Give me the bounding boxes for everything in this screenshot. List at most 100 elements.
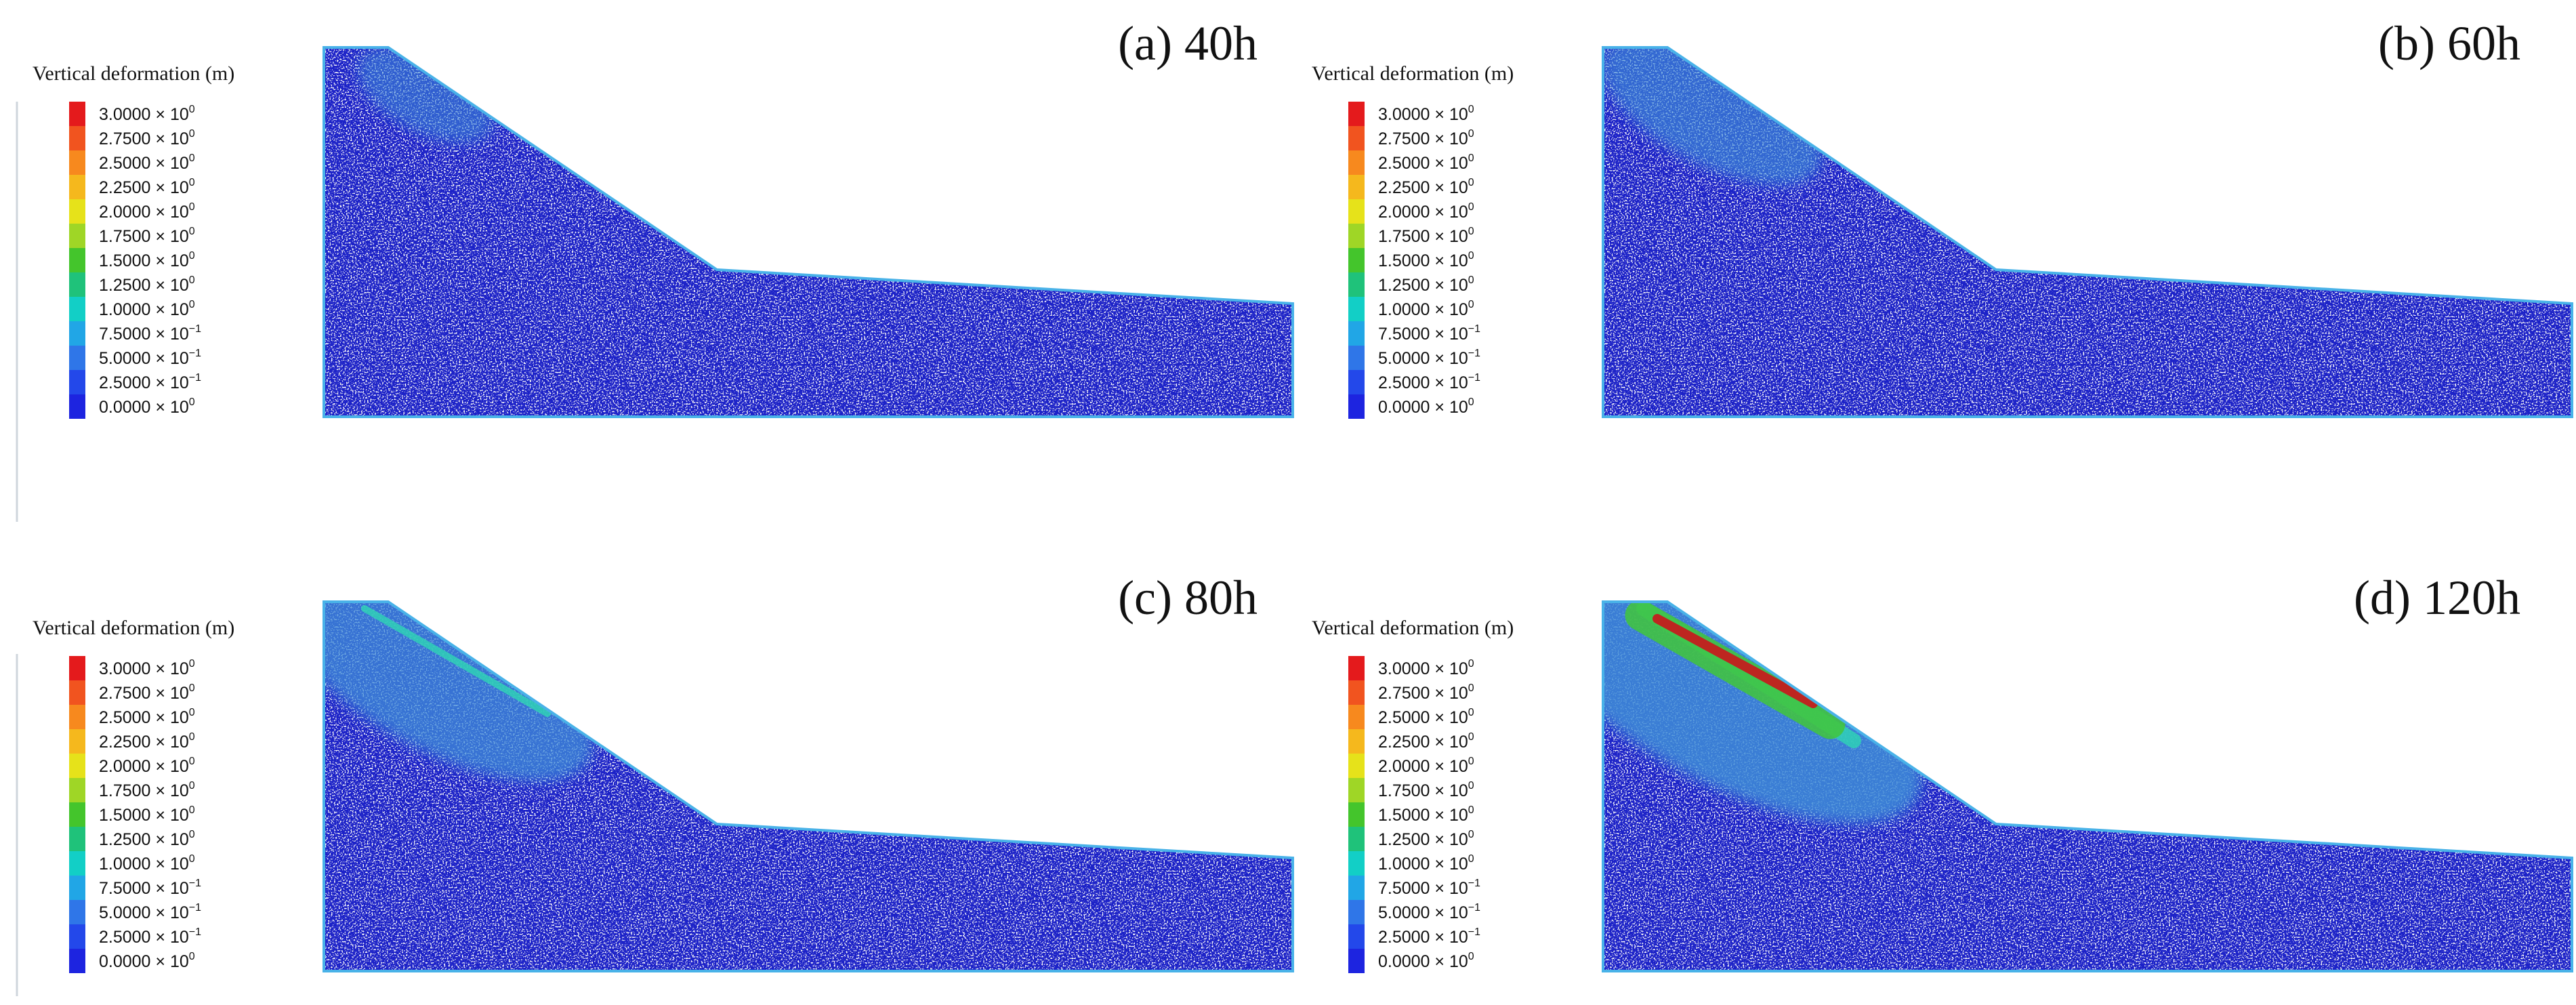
slope-model: [323, 46, 1294, 418]
panel-label: (a) 40h: [1118, 16, 1258, 70]
legend-tick-label: 3.0000 × 100: [99, 104, 195, 124]
legend-swatch: [69, 778, 85, 802]
legend-swatch: [1348, 656, 1365, 680]
deformation-zone: [1603, 602, 1922, 823]
legend-swatch: [1348, 248, 1365, 272]
legend-tick-label: 1.0000 × 100: [99, 853, 195, 874]
legend-tick-label: 1.0000 × 100: [99, 299, 195, 319]
panel-label: (b) 60h: [2378, 16, 2520, 70]
legend-tick-label: 5.0000 × 10−1: [99, 348, 201, 368]
legend-swatch: [1348, 729, 1365, 754]
max-displacement-band: [1653, 614, 1818, 708]
legend-tick-label: 2.7500 × 100: [99, 682, 195, 703]
legend-tick-label: 5.0000 × 10−1: [1378, 902, 1480, 922]
legend-title: Vertical deformation (m): [33, 62, 234, 85]
legend-swatch: [69, 297, 85, 321]
legend-swatch: [1348, 102, 1365, 126]
legend-swatch: [1348, 126, 1365, 150]
panel-label: (c) 80h: [1118, 571, 1258, 625]
legend-swatch: [69, 199, 85, 224]
legend-swatch: [1348, 754, 1365, 778]
legend-tick-label: 1.5000 × 100: [1378, 250, 1474, 270]
legend-tick-label: 1.0000 × 100: [1378, 299, 1474, 319]
legend-tick-label: 3.0000 × 100: [1378, 104, 1474, 124]
legend-swatch: [1348, 297, 1365, 321]
legend-tick-label: 2.5000 × 10−1: [1378, 926, 1480, 947]
legend-tick-label: 7.5000 × 10−1: [1378, 323, 1480, 344]
legend-title: Vertical deformation (m): [33, 617, 234, 639]
legend-swatch: [1348, 876, 1365, 900]
legend-tick-label: 3.0000 × 100: [1378, 658, 1474, 678]
legend-tick-label: 1.7500 × 100: [99, 226, 195, 246]
legend-tick-label: 1.7500 × 100: [1378, 780, 1474, 800]
legend-swatch: [1348, 321, 1365, 346]
legend-swatch: [69, 900, 85, 924]
legend-swatch: [69, 126, 85, 150]
legend-tick-label: 2.2500 × 100: [1378, 177, 1474, 197]
legend-swatch: [1348, 370, 1365, 394]
legend-swatch: [69, 102, 85, 126]
legend: Vertical deformation (m) 3.0000 × 100 2.75…: [1312, 62, 1514, 419]
legend-swatch: [69, 248, 85, 272]
deformation-zone: [324, 602, 594, 781]
legend-swatch: [69, 394, 85, 419]
legend-tick-label: 2.5000 × 100: [99, 707, 195, 727]
legend-tick-label: 5.0000 × 10−1: [1378, 348, 1480, 368]
legend-swatch: [1348, 851, 1365, 876]
legend-swatch: [69, 851, 85, 876]
legend-tick-label: 1.5000 × 100: [1378, 804, 1474, 825]
panel-a: Vertical deformation (m) 3.0000 × 100 2.75…: [33, 16, 1294, 419]
legend-swatch: [1348, 705, 1365, 729]
legend-tick-label: 2.2500 × 100: [99, 731, 195, 752]
legend-tick-label: 7.5000 × 10−1: [99, 878, 201, 898]
legend-tick-label: 2.2500 × 100: [1378, 731, 1474, 752]
legend-swatch: [69, 150, 85, 175]
legend-title: Vertical deformation (m): [1312, 617, 1514, 639]
panel-b: Vertical deformation (m) 3.0000 × 100 2.75…: [1312, 16, 2573, 419]
legend-swatch: [1348, 346, 1365, 370]
slope-outline: [323, 600, 1294, 972]
legend-swatch: [1348, 924, 1365, 949]
surface-displacement: [361, 605, 551, 717]
slope-outline: [1602, 46, 2573, 418]
legend-swatch: [69, 175, 85, 199]
legend-swatch: [69, 272, 85, 297]
legend: Vertical deformation (m) 3.0000 × 100 2.75…: [33, 62, 234, 419]
legend-tick-label: 2.2500 × 100: [99, 177, 195, 197]
legend-swatch: [69, 346, 85, 370]
legend-tick-label: 2.7500 × 100: [1378, 128, 1474, 148]
legend-swatch: [69, 370, 85, 394]
legend-swatch: [69, 656, 85, 680]
legend-tick-label: 1.7500 × 100: [99, 780, 195, 800]
legend-swatch: [69, 705, 85, 729]
legend-tick-label: 2.0000 × 100: [1378, 201, 1474, 222]
slope-outline: [323, 46, 1294, 418]
slope-outline: [1602, 600, 2573, 972]
legend-swatch: [1348, 272, 1365, 297]
legend-swatch: [1348, 394, 1365, 419]
legend-tick-label: 1.2500 × 100: [99, 829, 195, 849]
legend-tick-label: 2.0000 × 100: [1378, 756, 1474, 776]
legend-tick-label: 2.5000 × 100: [1378, 707, 1474, 727]
legend-tick-label: 2.7500 × 100: [99, 128, 195, 148]
legend-swatch: [69, 321, 85, 346]
legend: Vertical deformation (m) 3.0000 × 100 2.75…: [33, 617, 234, 973]
legend: Vertical deformation (m) 3.0000 × 100 2.75…: [1312, 617, 1514, 973]
legend-tick-label: 7.5000 × 10−1: [99, 323, 201, 344]
legend-tick-label: 3.0000 × 100: [99, 658, 195, 678]
legend-tick-label: 2.5000 × 10−1: [1378, 372, 1480, 392]
legend-swatch: [69, 876, 85, 900]
legend-swatch: [1348, 224, 1365, 248]
legend-tick-label: 1.5000 × 100: [99, 804, 195, 825]
legend-swatch: [69, 754, 85, 778]
legend-tick-label: 2.5000 × 10−1: [99, 372, 201, 392]
legend-tick-label: 2.5000 × 10−1: [99, 926, 201, 947]
particle-body: [324, 47, 1293, 417]
legend-swatch: [69, 680, 85, 705]
legend-swatch: [69, 802, 85, 827]
legend-swatch: [69, 224, 85, 248]
deformation-zone: [1603, 47, 1823, 185]
deformation-zone: [357, 47, 494, 143]
legend-tick-label: 2.0000 × 100: [99, 201, 195, 222]
